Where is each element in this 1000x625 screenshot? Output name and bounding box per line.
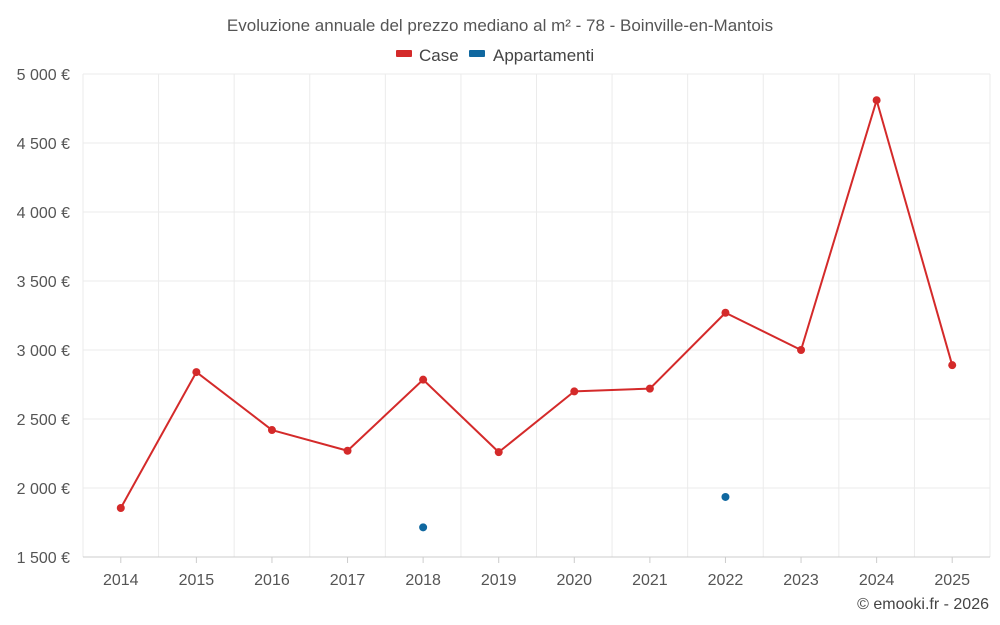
x-tick-label: 2019 — [481, 572, 517, 589]
y-tick-label: 2 000 € — [17, 481, 70, 498]
y-tick-label: 3 000 € — [17, 343, 70, 360]
legend-label-appartamenti: Appartamenti — [493, 46, 594, 65]
x-tick-label: 2023 — [783, 572, 819, 589]
data-point-case-2022[interactable] — [721, 308, 730, 317]
data-point-case-2015[interactable] — [192, 368, 201, 377]
series-layer — [116, 96, 957, 532]
series-line-case — [119, 99, 954, 509]
data-point-appartamenti-2018[interactable] — [419, 523, 428, 532]
x-tick-label: 2014 — [103, 572, 139, 589]
data-point-case-2025[interactable] — [948, 361, 957, 370]
data-point-case-2023[interactable] — [797, 346, 806, 354]
x-tick-label: 2015 — [179, 572, 215, 589]
y-tick-label: 1 500 € — [17, 550, 70, 567]
x-axis: 2014 2015 2016 2017 2018 2019 2020 2021 2022 2023… — [83, 556, 990, 589]
x-tick-label: 2021 — [632, 572, 668, 589]
legend[interactable]: Case Appartamenti — [396, 46, 594, 65]
legend-item-appartamenti[interactable]: Appartamenti — [469, 46, 594, 65]
y-tick-label: 4 500 € — [17, 136, 70, 153]
y-tick-label: 3 500 € — [17, 274, 70, 291]
y-tick-label: 4 000 € — [17, 205, 70, 222]
chart-title: Evoluzione annuale del prezzo mediano al… — [227, 16, 773, 35]
data-point-case-2017[interactable] — [343, 446, 352, 455]
grid-lines — [82, 73, 991, 558]
data-point-appartamenti-2022[interactable] — [721, 492, 730, 501]
x-tick-label: 2020 — [556, 572, 592, 589]
data-point-case-2014[interactable] — [116, 504, 125, 513]
x-tick-label: 2025 — [934, 572, 970, 589]
legend-item-case[interactable]: Case — [396, 46, 459, 65]
y-tick-label: 2 500 € — [17, 412, 70, 429]
data-point-case-2024[interactable] — [872, 96, 881, 105]
legend-swatch-appartamenti — [469, 50, 485, 57]
y-axis: 1 500 € 2 000 € 2 500 € 3 000 € 3 500 € 4 000… — [17, 67, 70, 567]
x-tick-label: 2022 — [708, 572, 744, 589]
y-tick-label: 5 000 € — [17, 67, 70, 84]
data-point-case-2020[interactable] — [570, 387, 579, 396]
x-tick-label: 2018 — [405, 572, 441, 589]
x-tick-label: 2024 — [859, 572, 895, 589]
data-point-case-2016[interactable] — [267, 426, 276, 435]
legend-swatch-case — [396, 50, 412, 57]
data-point-case-2021[interactable] — [645, 384, 654, 393]
data-point-case-2019[interactable] — [494, 448, 503, 457]
x-tick-label: 2017 — [330, 572, 366, 589]
credit-text: © emooki.fr - 2026 — [857, 596, 989, 613]
x-tick-label: 2016 — [254, 572, 290, 589]
legend-label-case: Case — [419, 46, 459, 65]
data-point-case-2018[interactable] — [419, 375, 428, 384]
